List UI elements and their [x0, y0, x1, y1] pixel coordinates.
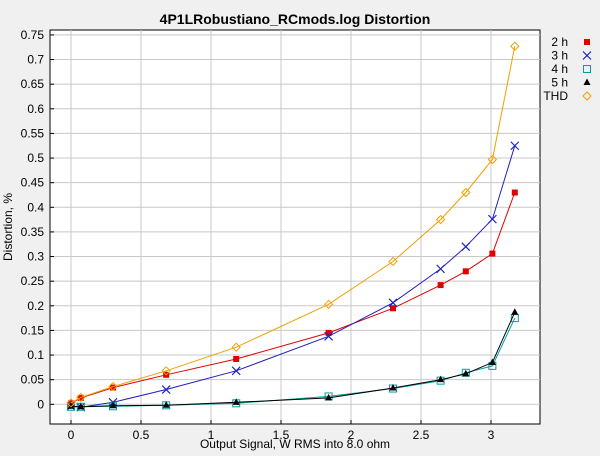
x-tick-label: 2.5	[413, 428, 430, 442]
y-tick-label: 0.3	[27, 250, 44, 264]
data-point-5-h	[232, 398, 240, 405]
data-point-5-h	[488, 358, 496, 365]
legend-label: 2 h	[551, 35, 568, 49]
data-point-5-h	[67, 402, 75, 409]
data-point-3-h	[461, 242, 471, 252]
y-tick-label: 0.15	[21, 323, 45, 337]
y-tick-label: 0.1	[27, 348, 44, 362]
data-point-5-h	[109, 401, 117, 409]
data-point-2-h	[489, 250, 496, 257]
x-axis-label: Output Signal, W RMS into 8.0 ohm	[200, 437, 390, 451]
y-tick-label: 0.4	[27, 200, 44, 214]
data-point-5-h	[325, 393, 333, 401]
legend-marker-5-h	[583, 78, 591, 85]
chart-title: 4P1LRobustiano_RCmods.log Distortion	[160, 11, 431, 27]
grid-lines	[50, 30, 540, 424]
data-point-3-h	[161, 385, 171, 394]
data-point-thd	[231, 342, 241, 352]
legend-marker-2-h	[584, 39, 590, 45]
y-tick-label: 0	[37, 397, 44, 411]
data-point-5-h	[389, 384, 397, 391]
x-tick-label: 3	[488, 428, 495, 442]
data-point-3-h	[324, 331, 334, 341]
data-point-thd	[435, 214, 446, 225]
data-point-3-h	[510, 141, 520, 151]
data-point-thd	[388, 256, 398, 267]
data-point-2-h	[390, 305, 396, 312]
plot-area	[49, 29, 541, 425]
legend-label: THD	[543, 89, 568, 103]
data-point-thd	[161, 366, 171, 376]
y-tick-label: 0.6	[27, 102, 44, 116]
legend-marker-3-h	[582, 51, 592, 60]
y-tick-label: 0.25	[21, 274, 45, 288]
x-tick-label: 2	[348, 428, 355, 442]
data-series	[66, 41, 520, 412]
x-tick-label: 0.5	[133, 428, 150, 442]
data-point-thd	[66, 398, 76, 408]
data-point-2-h	[325, 329, 332, 336]
data-point-5-h	[511, 308, 519, 315]
series-5-h	[67, 308, 519, 410]
series-line-thd	[70, 46, 516, 404]
data-point-5-h	[162, 401, 170, 408]
data-point-3-h	[487, 214, 497, 224]
series-thd	[66, 41, 520, 408]
data-point-2-h	[437, 282, 444, 289]
legend-label: 5 h	[551, 76, 568, 90]
y-tick-label: 0.05	[21, 373, 45, 387]
data-point-5-h	[462, 369, 470, 377]
data-point-thd	[108, 381, 118, 392]
data-point-thd	[76, 392, 86, 403]
data-point-2-h	[511, 189, 518, 196]
legend-item-3-h: 3 h	[551, 49, 592, 63]
y-tick-label: 0.65	[21, 77, 45, 91]
x-tick-label: 0	[68, 428, 75, 442]
data-point-3-h	[388, 298, 398, 308]
axis-ticks: 0 0.5 1 1.5 2 2.5 3 0 0.05 0.1 0.15 0.2 0.25 0.3 0.35 0…	[21, 28, 495, 442]
data-point-thd	[461, 187, 471, 198]
y-tick-label: 0.5	[27, 151, 44, 165]
data-point-2-h	[110, 384, 116, 391]
y-tick-label: 0.7	[27, 53, 44, 67]
y-axis-label: Distortion, %	[1, 193, 15, 261]
legend-label: 3 h	[551, 49, 568, 63]
data-point-thd	[510, 41, 520, 51]
data-point-5-h	[437, 375, 445, 383]
y-tick-label: 0.35	[21, 225, 45, 239]
legend-item-5-h: 5 h	[551, 76, 591, 90]
data-point-thd	[487, 154, 498, 165]
data-point-2-h	[233, 355, 240, 362]
legend-marker-thd	[582, 91, 592, 101]
y-tick-label: 0.45	[21, 176, 45, 190]
y-tick-label: 0.75	[21, 28, 45, 42]
y-tick-label: 0.2	[27, 299, 44, 313]
x-tick-label: 1	[208, 428, 215, 442]
legend-marker-4-h	[583, 65, 591, 73]
data-point-5-h	[77, 402, 85, 410]
x-tick-label: 1.5	[273, 428, 290, 442]
legend-label: 4 h	[551, 62, 568, 76]
data-point-3-h	[436, 264, 446, 274]
data-point-3-h	[231, 366, 241, 376]
data-point-thd	[323, 299, 334, 310]
legend-item-4-h: 4 h	[551, 62, 591, 76]
legend-item-thd: THD	[543, 89, 592, 103]
data-point-2-h	[462, 268, 469, 275]
y-tick-label: 0.55	[21, 126, 45, 140]
legend-item-2-h: 2 h	[551, 35, 590, 49]
